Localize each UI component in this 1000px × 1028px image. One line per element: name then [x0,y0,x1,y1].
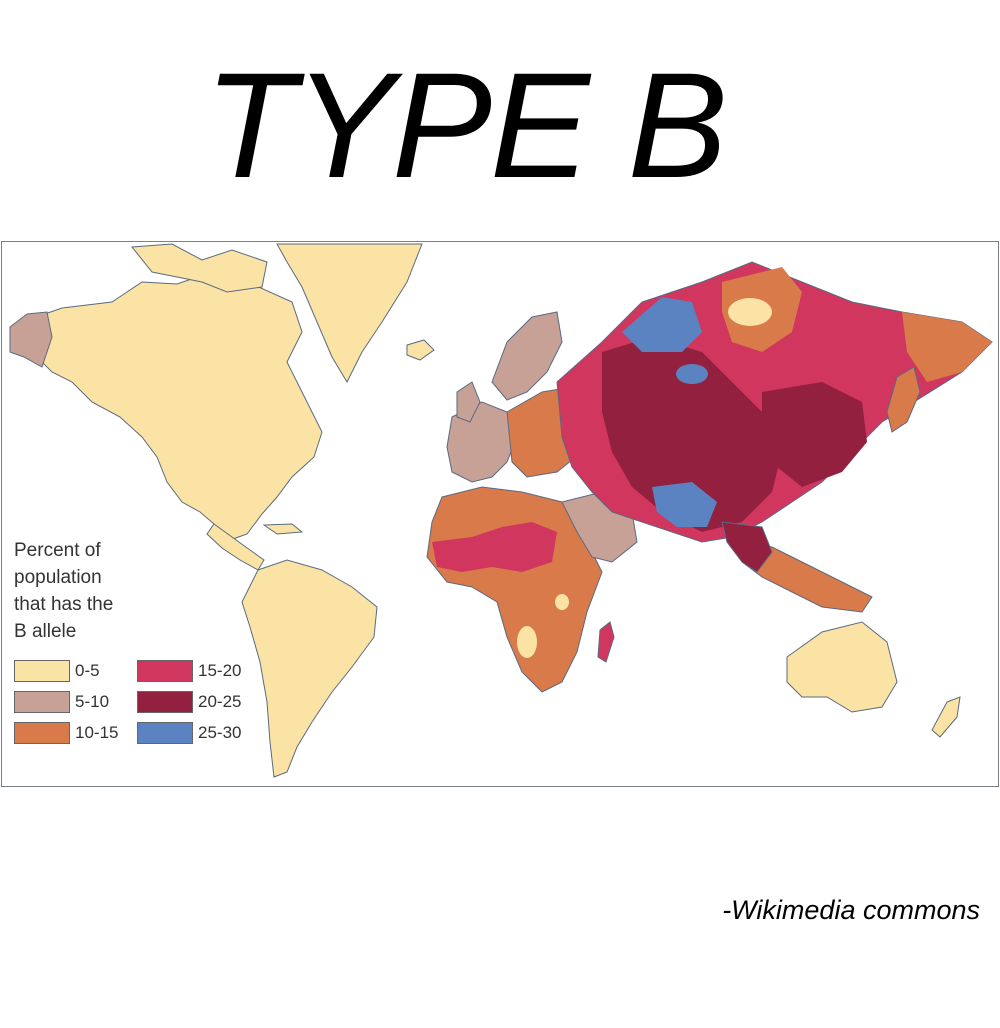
far-east-russia [902,312,992,382]
legend-label: 0-5 [75,661,100,680]
legend-label: 10-15 [75,723,119,742]
legend-title-line: population [14,567,102,588]
east-asia-core [762,382,867,487]
arctic-islands [131,243,268,293]
central-asia-blue-area [652,482,717,527]
southeast-asia [736,541,873,613]
iceland [406,339,435,361]
page-title: TYPE B [204,41,728,209]
africa-central-band [432,522,557,572]
legend-label: 15-20 [198,661,242,680]
british-isles [456,381,481,423]
legend-item-25-30: 25-30 [137,722,241,744]
africa-spot-2 [555,594,569,610]
central-asia-core [602,337,782,532]
legend-swatch [14,660,70,682]
south-america [241,559,378,778]
legend-swatch [14,722,70,744]
siberia-blue-spot [676,364,708,384]
legend-swatch [14,691,70,713]
legend-item-0-5: 0-5 [14,660,100,682]
legend-label: 20-25 [198,692,242,711]
legend-label: 5-10 [75,692,110,711]
map-canvas [9,243,993,778]
siberia-light-spot [728,298,772,326]
russia-blue-area [622,297,702,352]
legend-label: 25-30 [198,723,242,742]
legend-title-line: Percent of [14,540,101,561]
legend-item-15-20: 15-20 [137,660,241,682]
legend-item-10-15: 10-15 [14,722,118,744]
world-map: Percent of population that has the B all… [1,241,999,787]
legend-title-line: that has the [14,594,114,615]
legend-item-5-10: 5-10 [14,691,109,713]
legend-item-20-25: 20-25 [137,691,241,713]
new-zealand [931,696,961,738]
indian-subcontinent [721,521,773,573]
greenland [276,243,423,384]
japan [886,366,921,433]
caribbean-islands [262,523,304,535]
legend-title: Percent of population that has the B all… [14,537,174,645]
legend-swatch [137,660,193,682]
north-america [21,271,323,541]
legend-title-line: B allele [14,621,77,642]
western-europe [446,401,518,483]
madagascar [597,621,615,663]
scandinavia [491,311,563,401]
africa-spot-1 [517,626,537,658]
legend-swatch [137,722,193,744]
alaska-region [9,311,53,368]
source-credit: -Wikimedia commons [722,895,980,925]
australia [786,621,898,713]
legend-swatch [137,691,193,713]
